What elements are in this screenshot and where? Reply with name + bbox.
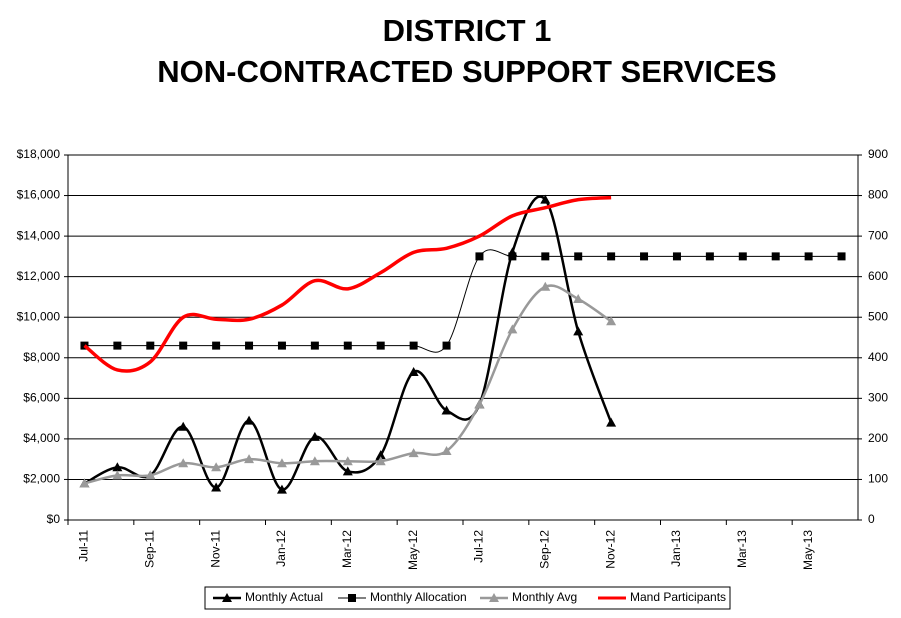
y2-tick-label: 400: [868, 350, 888, 364]
series-line: [83, 195, 612, 373]
marker: [309, 456, 320, 466]
y-tick-label: $8,000: [23, 350, 60, 364]
marker: [541, 252, 550, 261]
marker: [244, 454, 255, 464]
y2-tick-label: 800: [868, 188, 888, 202]
x-tick-label: Jul-11: [77, 530, 91, 562]
marker: [375, 456, 386, 466]
marker: [771, 252, 780, 261]
marker: [489, 593, 499, 602]
marker: [277, 341, 286, 350]
marker: [179, 341, 188, 350]
y-tick-label: $16,000: [17, 188, 61, 202]
y-tick-label: $14,000: [17, 228, 61, 242]
marker: [540, 281, 551, 291]
marker: [309, 431, 320, 441]
x-tick-label: Sep-11: [142, 530, 156, 568]
marker: [375, 450, 386, 460]
y2-tick-label: 100: [868, 472, 888, 486]
marker: [607, 252, 616, 261]
y-tick-label: $6,000: [23, 391, 60, 405]
y2-tick-label: 200: [868, 431, 888, 445]
marker: [408, 448, 419, 458]
y-tick-label: $12,000: [17, 269, 61, 283]
marker: [112, 470, 123, 480]
x-tick-label: Mar-13: [735, 530, 749, 568]
marker: [409, 341, 418, 350]
marker: [474, 399, 485, 409]
legend-label: Monthly Allocation: [370, 590, 467, 604]
marker: [408, 366, 419, 376]
x-tick-label: May-12: [406, 530, 420, 570]
marker: [244, 415, 255, 425]
marker: [245, 341, 254, 350]
marker: [442, 341, 451, 350]
marker: [79, 478, 90, 488]
x-tick-label: Jan-13: [669, 530, 683, 567]
marker: [441, 446, 452, 456]
marker: [310, 341, 319, 350]
x-tick-label: Jan-12: [274, 530, 288, 567]
x-tick-label: Mar-12: [340, 530, 354, 568]
marker: [837, 252, 846, 261]
marker: [112, 462, 123, 472]
marker: [672, 252, 681, 261]
marker: [574, 252, 583, 261]
series-line: [84, 249, 842, 353]
marker: [211, 482, 222, 492]
marker: [113, 341, 122, 350]
x-tick-label: May-13: [801, 530, 815, 570]
y2-tick-label: 300: [868, 391, 888, 405]
chart-title: DISTRICT 1: [383, 13, 552, 48]
y-tick-label: $4,000: [23, 431, 60, 445]
marker: [738, 252, 747, 261]
legend-label: Monthly Actual: [245, 590, 323, 604]
chart-subtitle: NON-CONTRACTED SUPPORT SERVICES: [157, 54, 777, 89]
marker: [606, 316, 617, 326]
marker: [508, 252, 517, 261]
y-tick-label: $18,000: [17, 147, 61, 161]
y2-tick-label: 500: [868, 309, 888, 323]
marker: [342, 456, 353, 466]
marker: [222, 593, 232, 602]
x-tick-label: Sep-12: [537, 530, 551, 569]
marker: [343, 341, 352, 350]
marker: [705, 252, 714, 261]
y2-tick-label: 700: [868, 228, 888, 242]
marker: [178, 458, 189, 468]
legend-box: [204, 586, 731, 610]
y2-tick-label: 0: [868, 512, 875, 526]
y2-tick-label: 600: [868, 269, 888, 283]
x-tick-label: Nov-11: [208, 530, 222, 568]
y2-tick-label: 900: [868, 147, 888, 161]
marker: [146, 341, 155, 350]
marker: [276, 458, 287, 468]
marker: [376, 341, 385, 350]
x-tick-label: Nov-12: [603, 530, 617, 569]
marker: [145, 470, 156, 480]
marker: [441, 405, 452, 415]
marker: [573, 326, 584, 336]
marker: [606, 417, 617, 427]
marker: [640, 252, 649, 261]
marker: [507, 324, 518, 334]
y-tick-label: $10,000: [17, 309, 61, 323]
marker: [178, 421, 189, 431]
y-tick-label: $2,000: [23, 472, 60, 486]
marker: [804, 252, 813, 261]
marker: [276, 484, 287, 494]
y-tick-label: $0: [47, 512, 61, 526]
legend-label: Monthly Avg: [512, 590, 577, 604]
marker: [211, 462, 222, 472]
x-tick-label: Jul-12: [472, 530, 486, 563]
marker: [475, 252, 484, 261]
marker: [540, 194, 551, 204]
marker: [342, 466, 353, 476]
marker: [573, 293, 584, 303]
marker: [348, 594, 356, 602]
legend-label: Mand Participants: [630, 590, 726, 604]
marker: [212, 341, 221, 350]
